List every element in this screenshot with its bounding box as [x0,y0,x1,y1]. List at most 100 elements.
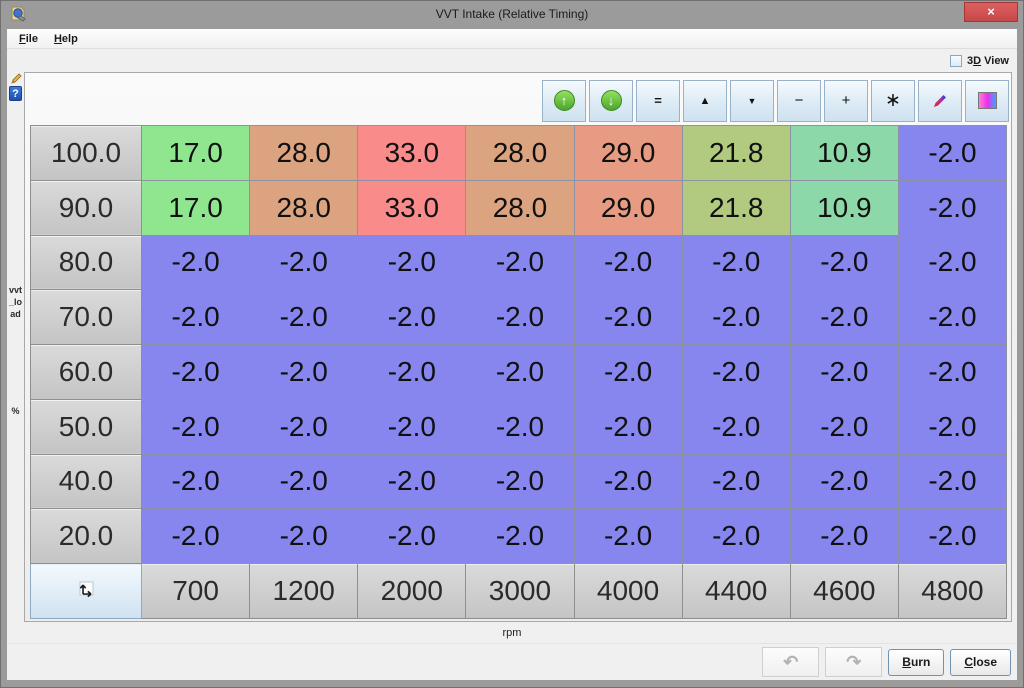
increase-selection-button[interactable]: ↑ [542,79,586,122]
table-cell[interactable]: -2.0 [789,234,899,291]
table-cell[interactable]: 29.0 [573,179,683,236]
row-header[interactable]: 60.0 [30,344,142,400]
table-cell[interactable]: -2.0 [789,289,899,346]
col-header[interactable]: 700 [140,563,251,619]
table-cell[interactable]: -2.0 [897,453,1008,510]
close-window-button[interactable]: × [964,2,1018,22]
decrement-fine-button[interactable]: − [777,79,821,122]
burn-button[interactable]: Burn [888,648,945,676]
table-cell[interactable]: -2.0 [249,508,359,565]
table-cell[interactable]: -2.0 [357,398,467,455]
increment-coarse-button[interactable]: ▲ [683,79,727,122]
help-icon[interactable]: ? [9,86,22,101]
table-cell[interactable]: -2.0 [789,398,899,455]
table-cell[interactable]: -2.0 [789,508,899,565]
close-button[interactable]: Close [950,648,1011,676]
table-cell[interactable]: 17.0 [140,179,251,236]
3d-view-label[interactable]: 3D View [966,54,1009,67]
col-header[interactable]: 1200 [249,563,359,619]
decrement-coarse-button[interactable]: ▼ [730,79,774,122]
table-cell[interactable]: -2.0 [465,398,575,455]
table-cell[interactable]: 21.8 [681,125,791,181]
table-cell[interactable]: -2.0 [465,289,575,346]
table-cell[interactable]: -2.0 [897,344,1008,400]
col-header[interactable]: 2000 [357,563,467,619]
col-header[interactable]: 4800 [897,563,1008,619]
table-cell[interactable]: -2.0 [357,453,467,510]
table-cell[interactable]: 28.0 [249,179,359,236]
table-cell[interactable]: 28.0 [465,179,575,236]
table-cell[interactable]: -2.0 [789,453,899,510]
set-value-button[interactable]: = [636,79,680,122]
table-cell[interactable]: -2.0 [897,508,1008,565]
table-cell[interactable]: 29.0 [573,125,683,181]
row-header[interactable]: 100.0 [30,125,142,181]
table-cell[interactable]: -2.0 [897,179,1008,236]
table-cell[interactable]: -2.0 [140,234,251,291]
table-cell[interactable]: -2.0 [573,289,683,346]
table-cell[interactable]: 17.0 [140,125,251,181]
table-cell[interactable]: -2.0 [249,289,359,346]
table-cell[interactable]: 33.0 [357,179,467,236]
table-cell[interactable]: -2.0 [357,234,467,291]
table-cell[interactable]: -2.0 [357,508,467,565]
row-header[interactable]: 90.0 [30,179,142,236]
table-cell[interactable]: -2.0 [681,398,791,455]
table-cell[interactable]: -2.0 [681,453,791,510]
table-cell[interactable]: -2.0 [140,453,251,510]
table-cell[interactable]: -2.0 [249,344,359,400]
table-cell[interactable]: -2.0 [249,234,359,291]
table-cell[interactable]: -2.0 [681,234,791,291]
table-cell[interactable]: -2.0 [573,508,683,565]
table-cell[interactable]: -2.0 [681,508,791,565]
col-header[interactable]: 4000 [573,563,683,619]
increment-fine-button[interactable]: + [824,79,868,122]
undo-button[interactable]: ↶ [762,647,820,677]
col-header[interactable]: 4400 [681,563,791,619]
table-cell[interactable]: -2.0 [681,289,791,346]
table-cell[interactable]: -2.0 [789,344,899,400]
col-header[interactable]: 4600 [789,563,899,619]
menu-help[interactable]: Help [53,32,78,45]
table-cell[interactable]: 33.0 [357,125,467,181]
row-header[interactable]: 40.0 [30,453,142,510]
table-cell[interactable]: -2.0 [140,289,251,346]
table-cell[interactable]: -2.0 [140,398,251,455]
table-cell[interactable]: 28.0 [465,125,575,181]
table-cell[interactable]: -2.0 [465,234,575,291]
row-header[interactable]: 70.0 [30,289,142,346]
table-cell[interactable]: -2.0 [897,125,1008,181]
table-cell[interactable]: -2.0 [140,344,251,400]
edit-pencil-icon[interactable] [10,73,22,85]
swap-axes-button[interactable] [30,563,142,619]
table-cell[interactable]: -2.0 [249,398,359,455]
table-cell[interactable]: -2.0 [465,453,575,510]
table-cell[interactable]: -2.0 [573,344,683,400]
table-cell[interactable]: -2.0 [573,234,683,291]
3d-view-checkbox[interactable] [949,54,962,67]
redo-button[interactable]: ↷ [825,647,883,677]
table-cell[interactable]: -2.0 [357,344,467,400]
row-header[interactable]: 50.0 [30,398,142,455]
row-header[interactable]: 80.0 [30,234,142,291]
table-cell[interactable]: -2.0 [897,289,1008,346]
menu-file[interactable]: File [19,32,38,45]
multiply-button[interactable]: ∗ [871,79,915,122]
table-cell[interactable]: -2.0 [573,453,683,510]
table-cell[interactable]: 10.9 [789,179,899,236]
table-cell[interactable]: -2.0 [681,344,791,400]
table-cell[interactable]: -2.0 [573,398,683,455]
color-scale-button[interactable] [965,79,1009,122]
table-cell[interactable]: -2.0 [357,289,467,346]
table-cell[interactable]: -2.0 [897,398,1008,455]
table-cell[interactable]: -2.0 [897,234,1008,291]
table-cell[interactable]: -2.0 [249,453,359,510]
row-header[interactable]: 20.0 [30,508,142,565]
table-cell[interactable]: -2.0 [140,508,251,565]
table-cell[interactable]: -2.0 [465,344,575,400]
table-cell[interactable]: -2.0 [465,508,575,565]
decrease-selection-button[interactable]: ↓ [589,79,633,122]
edit-value-button[interactable] [918,79,962,122]
table-cell[interactable]: 10.9 [789,125,899,181]
col-header[interactable]: 3000 [465,563,575,619]
